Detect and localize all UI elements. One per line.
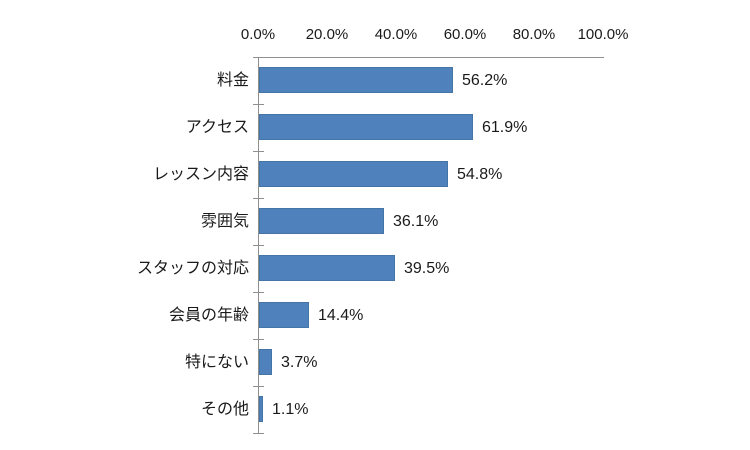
data-bar xyxy=(259,302,309,328)
x-axis-tick-label: 0.0% xyxy=(240,26,276,43)
category-label: レッスン内容 xyxy=(152,166,249,183)
data-bar xyxy=(259,114,473,140)
category-label: 特にない xyxy=(184,354,249,371)
data-value-label: 36.1% xyxy=(393,213,439,230)
category-label: 雰囲気 xyxy=(200,213,249,230)
x-axis-line xyxy=(258,57,604,58)
y-axis-tick-mark xyxy=(253,151,264,152)
category-label: その他 xyxy=(200,401,249,418)
x-axis-tick-label: 80.0% xyxy=(512,26,556,43)
data-bar xyxy=(259,396,263,422)
y-axis-tick-mark xyxy=(253,292,264,293)
category-label: 会員の年齢 xyxy=(168,307,249,324)
data-bar xyxy=(259,349,272,375)
x-axis-tick-label: 100.0% xyxy=(577,26,629,43)
data-bar xyxy=(259,208,384,234)
data-value-label: 14.4% xyxy=(318,307,364,324)
data-bar xyxy=(259,161,448,187)
data-value-label: 1.1% xyxy=(272,401,309,418)
y-axis-tick-mark xyxy=(253,245,264,246)
x-axis-tick-label: 20.0% xyxy=(305,26,349,43)
data-value-label: 61.9% xyxy=(482,119,528,136)
x-axis-tick-label: 60.0% xyxy=(443,26,487,43)
y-axis-tick-mark xyxy=(253,198,264,199)
data-value-label: 54.8% xyxy=(457,166,503,183)
y-axis-tick-mark xyxy=(253,386,264,387)
category-label: スタッフの対応 xyxy=(136,260,249,277)
data-value-label: 39.5% xyxy=(404,260,450,277)
y-axis-tick-mark xyxy=(253,339,264,340)
y-axis-tick-mark xyxy=(253,57,264,58)
y-axis-tick-mark xyxy=(253,433,264,434)
category-label: アクセス xyxy=(185,119,249,136)
data-bar xyxy=(259,67,453,93)
data-value-label: 3.7% xyxy=(281,354,318,371)
x-axis-tick-label: 40.0% xyxy=(374,26,418,43)
data-bar xyxy=(259,255,395,281)
data-value-label: 56.2% xyxy=(462,72,508,89)
y-axis-tick-mark xyxy=(253,104,264,105)
category-label: 料金 xyxy=(216,72,249,89)
